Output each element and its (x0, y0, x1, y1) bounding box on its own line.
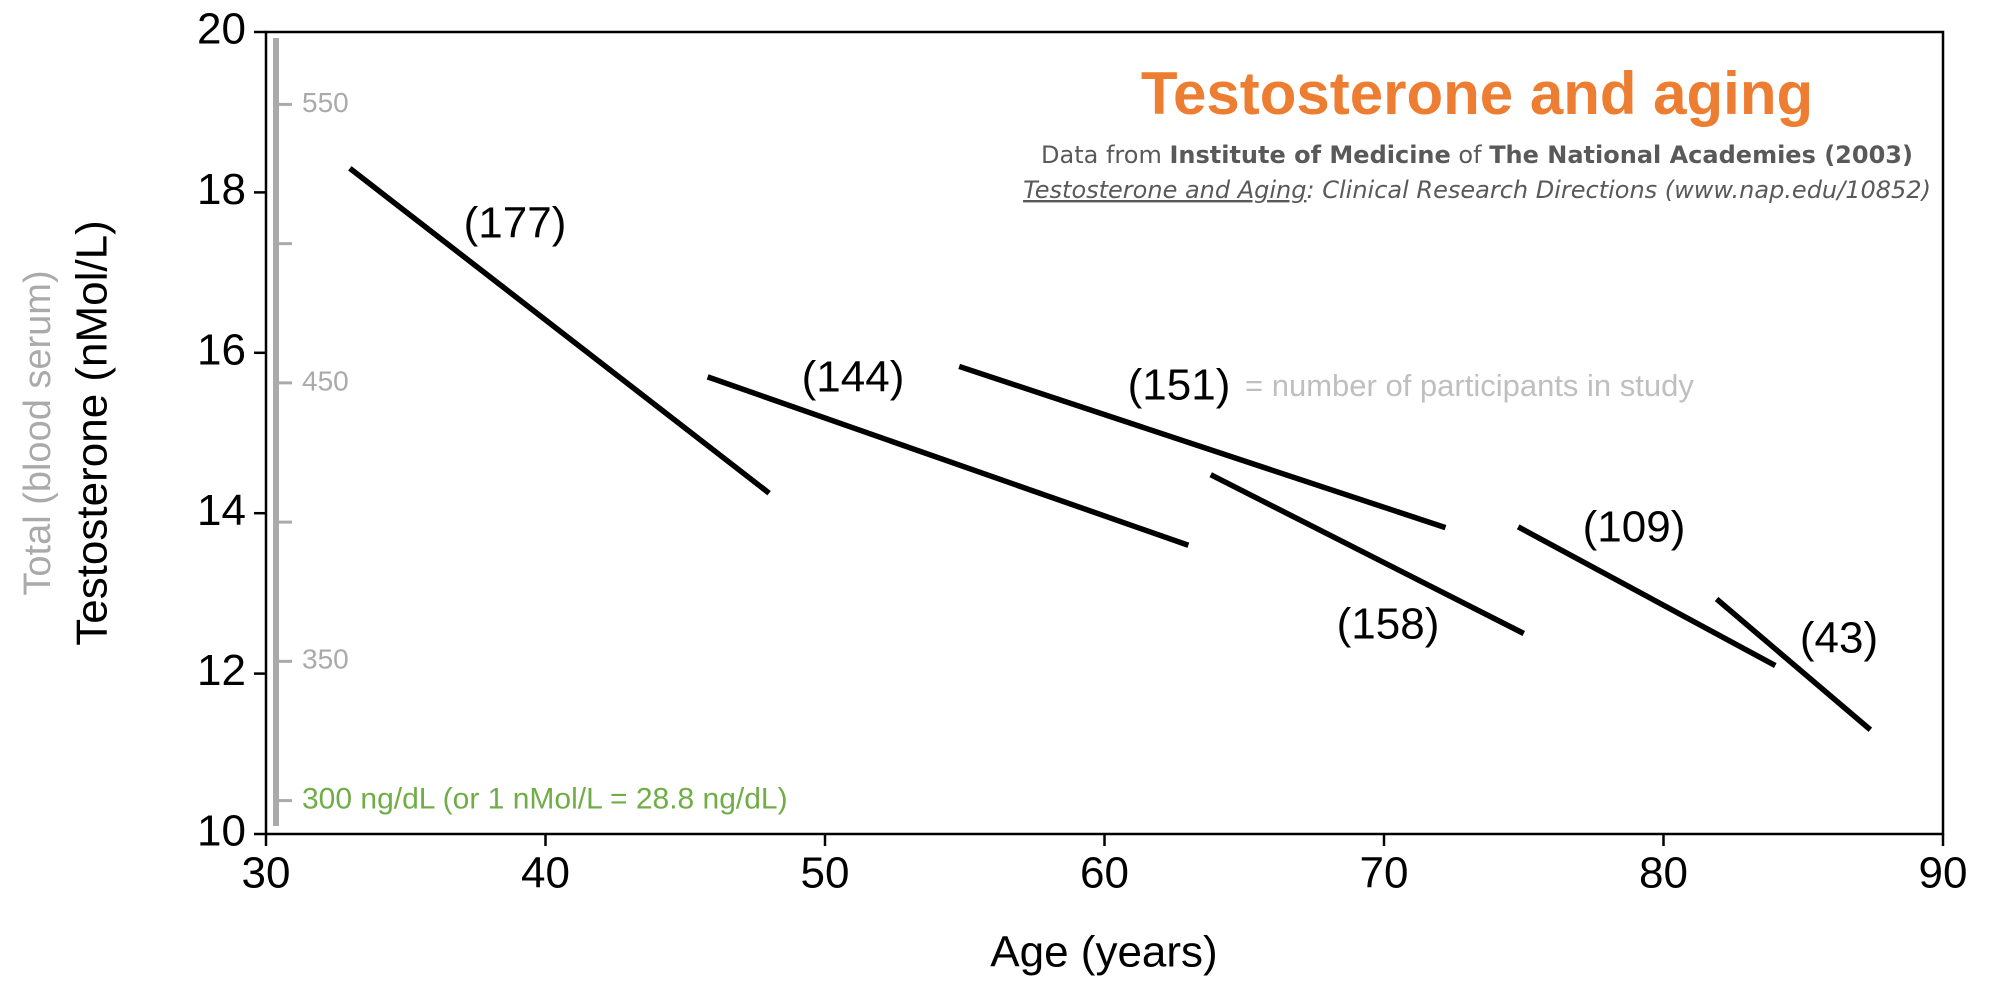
y-tick-label: 14 (197, 486, 246, 535)
participants-label: (158) (1337, 600, 1440, 649)
source-part: Data from (1041, 141, 1169, 169)
x-tick-label: 30 (242, 849, 291, 898)
source-part: The National Academies (2003) (1489, 141, 1913, 169)
participants-label: (151) (1128, 361, 1231, 410)
x-tick-label: 50 (801, 849, 850, 898)
y2-tick-label: 550 (302, 87, 349, 118)
trend-line (1714, 596, 1873, 732)
x-tick-label: 60 (1080, 849, 1129, 898)
source-part: Institute of Medicine (1169, 141, 1450, 169)
x-tick-label: 70 (1360, 849, 1409, 898)
trend-line (706, 374, 1190, 548)
reference-part: : Clinical Research Directions (www.nap.… (1307, 176, 1931, 204)
y-tick-label: 20 (197, 5, 246, 54)
participants-label: (43) (1800, 614, 1878, 663)
reference: Testosterone and Aging: Clinical Researc… (1023, 176, 1931, 204)
y2-axis-title: Total (blood serum) (17, 270, 59, 595)
trend-line (348, 166, 771, 496)
trend-line (1516, 524, 1777, 669)
participants-label: (109) (1583, 503, 1686, 552)
trend-line (1209, 472, 1525, 636)
y-tick-label: 10 (197, 807, 246, 856)
source-part: of (1451, 141, 1489, 169)
y2-tick-label: 300 ng/dL (or 1 nMol/L = 28.8 ng/dL) (302, 783, 788, 816)
trend-line (958, 363, 1447, 531)
x-axis-title: Age (years) (990, 928, 1217, 977)
y2-tick-label: 350 (302, 644, 349, 675)
y-tick-label: 16 (197, 325, 246, 374)
y2-tick-label: 450 (302, 365, 349, 396)
participants-label: (177) (464, 199, 567, 248)
reference-part: Testosterone and Aging (1023, 176, 1306, 204)
participants-label: (144) (802, 353, 905, 402)
x-tick-label: 40 (521, 849, 570, 898)
source: Data from Institute of Medicine of The N… (1041, 141, 1913, 169)
x-tick-label: 90 (1919, 849, 1968, 898)
y-tick-label: 12 (197, 646, 246, 695)
y-tick-label: 18 (197, 165, 246, 214)
y-axis-title: Testosterone (nMol/L) (68, 220, 117, 646)
annotation: = number of participants in study (1245, 368, 1694, 403)
chart-title: Testosterone and aging (1141, 60, 1813, 127)
x-tick-label: 80 (1639, 849, 1688, 898)
